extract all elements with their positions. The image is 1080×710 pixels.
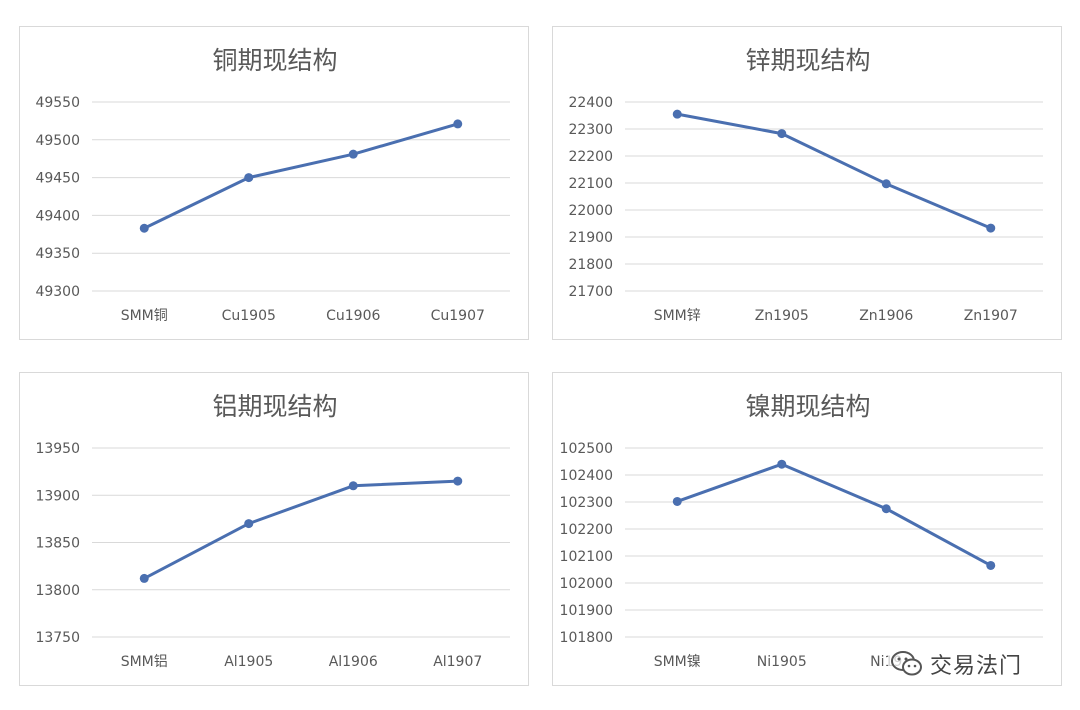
y-tick-label: 102400 (560, 468, 613, 484)
data-point (139, 223, 149, 233)
y-tick-label: 21700 (568, 284, 613, 300)
y-tick-label: 49300 (35, 284, 80, 300)
chart-svg: 铝期现结构 13750 13800 13850 13900 13950 SMM铝 Al1905… (35, 392, 510, 670)
nickel-chart-panel: 镍期现结构 101800 101900 102000 102100 102200 10230… (552, 372, 1062, 686)
data-point (986, 223, 996, 233)
data-point (244, 173, 254, 183)
data-point (986, 560, 996, 570)
y-tick-label: 22400 (568, 95, 613, 111)
chart-svg: 铜期现结构 49300 49350 49400 49450 49500 49550 SMM铜 C… (35, 46, 510, 324)
data-point (244, 519, 254, 529)
watermark: 交易法门 (888, 646, 1029, 682)
x-tick-label: Al1906 (329, 654, 378, 670)
y-tick-label: 49400 (35, 208, 80, 224)
y-tick-label: 13800 (35, 583, 80, 599)
x-tick-label: Cu1906 (326, 308, 380, 324)
y-tick-label: 22100 (568, 176, 613, 192)
data-point (881, 504, 891, 514)
chart-svg: 锌期现结构 21700 21800 21900 22000 22100 22200 22300… (568, 46, 1043, 324)
y-tick-label: 13900 (35, 488, 80, 504)
y-tick-label: 21900 (568, 230, 613, 246)
series-line (675, 462, 993, 567)
chart-svg: 镍期现结构 101800 101900 102000 102100 102200 10230… (560, 392, 1043, 670)
series-line (675, 112, 993, 230)
x-tick-label: SMM铜 (121, 308, 168, 324)
data-point (453, 476, 463, 486)
y-tick-label: 101800 (560, 630, 613, 646)
y-tick-label: 102500 (560, 441, 613, 457)
x-tick-label: SMM铝 (121, 654, 168, 670)
x-tick-label: Al1907 (433, 654, 482, 670)
y-tick-label: 49450 (35, 171, 80, 187)
y-tick-label: 49500 (35, 133, 80, 149)
y-tick-label: 13850 (35, 536, 80, 552)
series-line (142, 479, 460, 580)
y-tick-label: 22300 (568, 122, 613, 138)
data-point (348, 149, 358, 159)
y-tick-label: 13950 (35, 441, 80, 457)
y-tick-label: 22000 (568, 203, 613, 219)
chart-title: 铜期现结构 (212, 46, 337, 75)
watermark-text: 交易法门 (930, 654, 1023, 679)
y-tick-label: 49550 (35, 95, 80, 111)
x-tick-label: Cu1905 (222, 308, 276, 324)
aluminum-chart-panel: 铝期现结构 13750 13800 13850 13900 13950 SMM铝 Al1905… (19, 372, 529, 686)
x-tick-label: Al1905 (224, 654, 273, 670)
copper-chart-panel: 铜期现结构 49300 49350 49400 49450 49500 49550 SMM铜 C… (19, 26, 529, 340)
data-point (139, 573, 149, 583)
chart-title: 锌期现结构 (745, 46, 870, 75)
y-tick-label: 102100 (560, 549, 613, 565)
x-tick-label: SMM锌 (654, 308, 701, 324)
y-tick-label: 21800 (568, 257, 613, 273)
chart-title: 铝期现结构 (212, 392, 337, 421)
data-point (672, 496, 682, 506)
chart-title: 镍期现结构 (745, 392, 870, 421)
x-tick-label: Zn1907 (964, 308, 1018, 324)
y-tick-label: 102000 (560, 576, 613, 592)
data-point (453, 119, 463, 129)
y-tick-label: 22200 (568, 149, 613, 165)
y-tick-label: 102200 (560, 522, 613, 538)
x-tick-label: Zn1905 (755, 308, 809, 324)
wechat-icon (891, 651, 922, 676)
y-tick-label: 13750 (35, 630, 80, 646)
data-point (777, 129, 787, 139)
data-point (881, 179, 891, 189)
x-tick-label: Ni1905 (757, 654, 807, 670)
data-point (348, 481, 358, 491)
y-tick-label: 102300 (560, 495, 613, 511)
zinc-chart-panel: 锌期现结构 21700 21800 21900 22000 22100 22200 22300… (552, 26, 1062, 340)
data-point (672, 109, 682, 119)
x-tick-label: Cu1907 (431, 308, 485, 324)
x-tick-label: SMM镍 (654, 654, 701, 670)
x-tick-label: Zn1906 (859, 308, 913, 324)
y-tick-label: 101900 (560, 603, 613, 619)
y-tick-label: 49350 (35, 246, 80, 262)
data-point (777, 459, 787, 469)
series-line (142, 122, 460, 230)
